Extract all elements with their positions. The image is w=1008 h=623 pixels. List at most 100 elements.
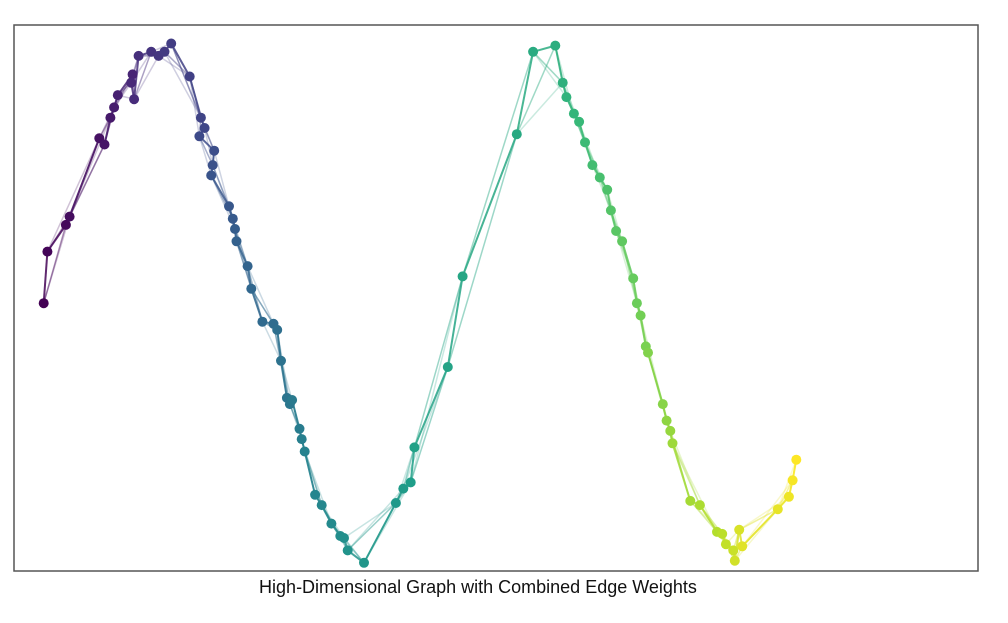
graph-node <box>791 454 802 465</box>
graph-node <box>127 69 138 80</box>
graph-node <box>159 46 170 57</box>
graph-node <box>224 201 234 212</box>
graph-node <box>126 77 137 88</box>
graph-node <box>580 137 590 148</box>
graph-edge <box>133 55 160 100</box>
graph-edge <box>741 508 779 547</box>
graph-edge <box>639 315 647 347</box>
graph-edge <box>699 504 718 533</box>
graph-node <box>729 555 740 566</box>
graph-edge <box>303 451 317 496</box>
graph-edge <box>621 241 635 279</box>
graph-node <box>587 160 598 171</box>
graph-node <box>316 500 327 511</box>
graph-node <box>38 298 49 309</box>
graph-edge <box>42 224 67 304</box>
graph-node <box>694 500 705 511</box>
graph-edge <box>516 82 564 135</box>
graph-node <box>390 498 401 508</box>
graph-edge <box>409 366 449 483</box>
graph-node <box>605 205 616 216</box>
graph-edge <box>276 329 282 361</box>
graph-edge <box>738 508 779 531</box>
graph-node <box>409 442 420 453</box>
graph-node <box>617 236 628 247</box>
graph-edge <box>647 352 664 405</box>
graph-node <box>568 108 579 119</box>
graph-edge <box>554 45 564 83</box>
graph-edge <box>188 76 202 118</box>
graph-node <box>207 160 218 171</box>
graph-node <box>194 131 205 142</box>
graph-node <box>734 524 745 535</box>
graph-node <box>511 129 522 140</box>
graph-node <box>227 213 238 224</box>
graph-node <box>231 236 242 247</box>
graph-node <box>772 504 783 515</box>
graph-node <box>628 273 639 284</box>
chart-caption: High-Dimensional Graph with Combined Edg… <box>259 577 697 597</box>
graph-node <box>667 438 678 449</box>
graph-edge <box>212 164 230 207</box>
graph-node <box>105 112 116 123</box>
graph-edge <box>363 502 397 564</box>
graph-node <box>405 477 416 488</box>
graph-node <box>257 316 268 327</box>
graph-edge <box>68 144 106 217</box>
graph-edge <box>198 136 212 176</box>
graph-node <box>787 475 798 486</box>
graph-node <box>631 298 642 309</box>
graph-edge <box>46 137 100 252</box>
graph-edge <box>461 51 534 277</box>
graph-node <box>643 347 653 358</box>
graph-edge <box>133 51 152 100</box>
graph-edge <box>591 164 612 211</box>
graph-edge <box>198 135 214 166</box>
graph-node <box>717 528 728 539</box>
graph-edge <box>671 442 718 533</box>
graph-node <box>146 46 157 57</box>
graph-edge <box>402 447 416 489</box>
graph-edge <box>250 288 275 325</box>
graph-edge <box>532 51 564 84</box>
graph-node <box>457 271 468 282</box>
graph-edge <box>363 482 412 564</box>
graph-node <box>206 170 217 181</box>
graph-node <box>310 489 321 500</box>
graph-node <box>60 219 71 230</box>
graph-edge <box>413 366 449 448</box>
graph-edge <box>163 51 202 119</box>
graph-node <box>783 491 794 502</box>
graph-edge <box>210 175 234 220</box>
graph-node <box>574 116 585 127</box>
graph-edge <box>777 459 798 510</box>
graph-node <box>109 102 120 113</box>
graph-node <box>685 495 696 506</box>
graph-node <box>184 71 195 82</box>
graph-edge <box>250 288 264 323</box>
graph-edge <box>210 174 230 207</box>
graph-node <box>276 355 286 366</box>
graph-node <box>561 92 572 103</box>
graph-node <box>287 395 298 405</box>
graph-edge <box>347 502 397 551</box>
graph-node <box>720 539 731 550</box>
graph-edge <box>461 133 518 277</box>
graph-edge <box>280 360 293 401</box>
graph-edge <box>68 117 112 217</box>
graph-node <box>602 184 613 195</box>
graph-edge <box>343 537 365 564</box>
graph-node <box>611 226 622 236</box>
graph-node <box>294 423 305 434</box>
graph-node <box>728 545 739 556</box>
graph-edge <box>276 329 291 405</box>
plot-frame <box>13 24 979 572</box>
graph-edge <box>738 496 790 531</box>
graph-edge <box>213 150 230 207</box>
graph-edge <box>446 276 464 368</box>
graph-edge <box>158 55 191 78</box>
graph-edge <box>741 479 794 547</box>
graph-edge <box>42 216 71 304</box>
graph-node <box>326 518 337 529</box>
